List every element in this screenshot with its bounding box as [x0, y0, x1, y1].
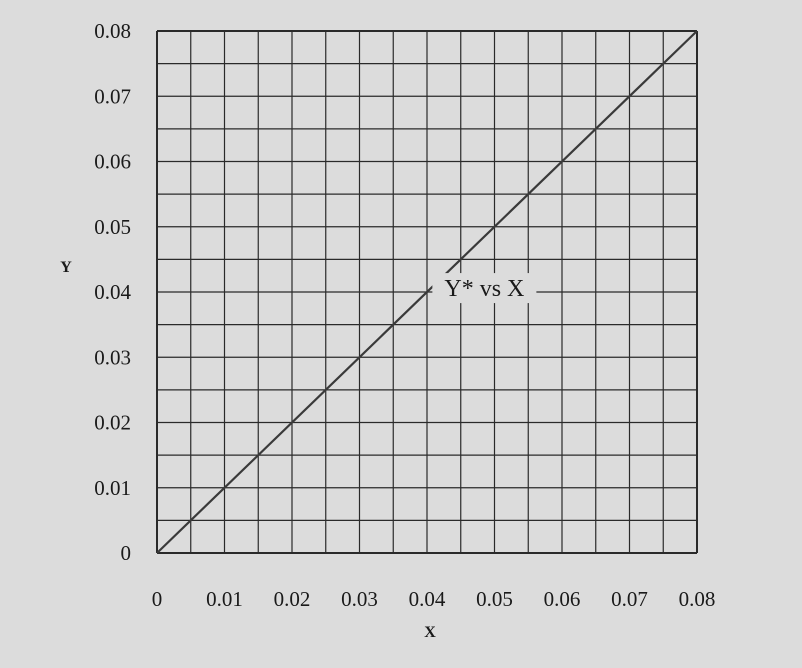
y-tick-labels: 0 0.01 0.02 0.03 0.04 0.05 0.06 0.07 0.08	[94, 19, 131, 565]
x-axis-label: X	[424, 624, 436, 641]
x-tick-labels: 0 0.01 0.02 0.03 0.04 0.05 0.06 0.07 0.08	[152, 587, 716, 611]
y-tick-label: 0.03	[94, 345, 131, 369]
y-tick-label: 0.06	[94, 150, 131, 174]
series-annotation: Y* vs X	[432, 273, 537, 304]
x-tick-label: 0.07	[611, 587, 648, 611]
y-tick-label: 0	[121, 541, 132, 565]
series-line	[156, 30, 698, 554]
annotation-background	[432, 273, 537, 304]
y-tick-label: 0.07	[94, 84, 131, 108]
y-tick-label: 0.01	[94, 476, 131, 500]
x-tick-label: 0.01	[206, 587, 243, 611]
x-tick-label: 0.06	[544, 587, 581, 611]
x-tick-label: 0.05	[476, 587, 513, 611]
y-tick-label: 0.04	[94, 280, 131, 304]
series-group	[156, 30, 698, 554]
x-tick-label: 0	[152, 587, 163, 611]
y-tick-label: 0.05	[94, 215, 131, 239]
x-tick-label: 0.04	[409, 587, 446, 611]
y-axis-label: Y	[60, 259, 72, 276]
y-tick-label: 0.02	[94, 411, 131, 435]
x-tick-label: 0.03	[341, 587, 378, 611]
annotation-label: Y* vs X	[444, 276, 524, 302]
x-tick-label: 0.02	[274, 587, 311, 611]
y-tick-label: 0.08	[94, 19, 131, 43]
x-tick-label: 0.08	[679, 587, 716, 611]
